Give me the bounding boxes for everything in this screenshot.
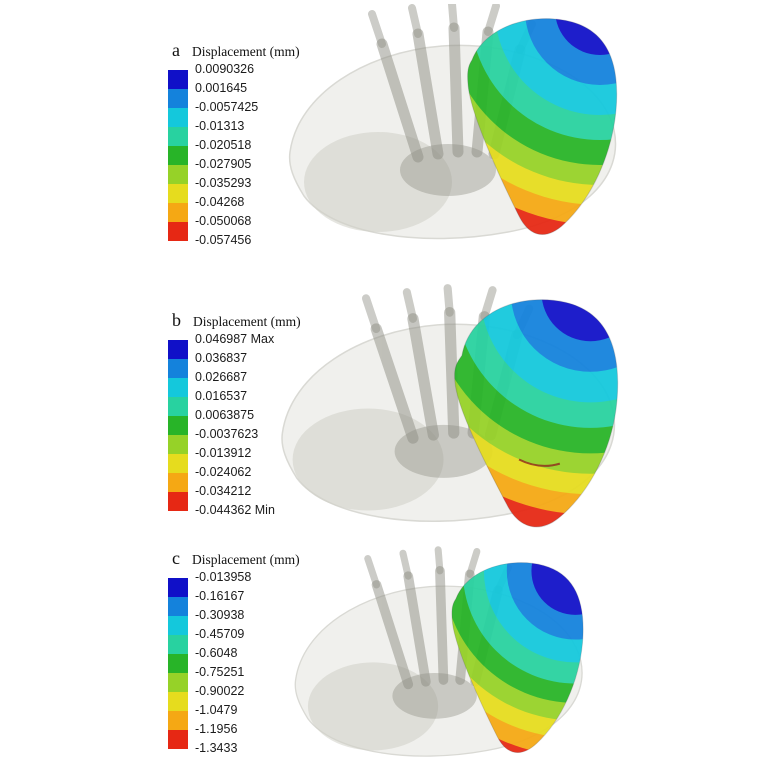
legend-color-segment xyxy=(168,492,188,511)
legend-value: -0.027905 xyxy=(195,157,252,171)
legend-value: -0.050068 xyxy=(195,214,252,228)
legend-colorbar xyxy=(168,70,188,241)
legend-value: -0.30938 xyxy=(195,608,245,622)
legend-values: 0.046987 Max 0.036837 0.026687 0.016537 … xyxy=(195,332,325,517)
legend-value: 0.036837 xyxy=(195,351,248,365)
legend-value: -0.024062 xyxy=(195,465,252,479)
legend-values: 0.0090326 0.001645 -0.0057425 -0.01313 -… xyxy=(195,62,325,247)
legend-value: -0.01313 xyxy=(195,119,245,133)
legend-color-segment xyxy=(168,435,188,454)
contour-patch xyxy=(467,18,617,235)
legend-value: -0.45709 xyxy=(195,627,245,641)
legend-color-segment xyxy=(168,222,188,241)
legend-value: -1.3433 xyxy=(195,741,238,755)
legend-color-segment xyxy=(168,146,188,165)
legend-value: -0.75251 xyxy=(195,665,245,679)
legend-color-segment xyxy=(168,597,188,616)
legend-value: 0.001645 xyxy=(195,81,248,95)
legend-color-segment xyxy=(168,203,188,222)
annotation-curve xyxy=(518,458,561,467)
model-render-b xyxy=(281,284,619,528)
panel-letter: a xyxy=(172,40,180,60)
contour-patch-outline xyxy=(467,18,618,235)
panel-c-header: c Displacement (mm) xyxy=(172,548,300,569)
tarsal-bone xyxy=(394,424,493,478)
panel-c: c Displacement (mm) -0.013958 -0.16167 -… xyxy=(0,546,768,768)
legend-value: -0.013912 xyxy=(195,446,252,460)
legend-value: -0.0057425 xyxy=(195,100,259,114)
color-legend: 0.046987 Max 0.036837 0.026687 0.016537 … xyxy=(168,332,325,517)
legend-value: -0.0037623 xyxy=(195,427,259,441)
legend-value: -0.057456 xyxy=(195,233,252,247)
legend-color-segment xyxy=(168,89,188,108)
legend-color-segment xyxy=(168,108,188,127)
legend-color-segment xyxy=(168,165,188,184)
model-render-c xyxy=(294,546,584,757)
panel-letter: c xyxy=(172,548,180,568)
legend-colorbar xyxy=(168,340,188,511)
contour-band xyxy=(555,18,617,55)
legend-value: -0.035293 xyxy=(195,176,252,190)
legend-value: -0.6048 xyxy=(195,646,238,660)
color-legend: 0.0090326 0.001645 -0.0057425 -0.01313 -… xyxy=(168,62,325,247)
legend-color-segment xyxy=(168,673,188,692)
model-render-a xyxy=(288,4,618,240)
legend-color-segment xyxy=(168,70,188,89)
legend-color-segment xyxy=(168,654,188,673)
legend-color-segment xyxy=(168,340,188,359)
legend-color-segment xyxy=(168,416,188,435)
legend-title: Displacement (mm) xyxy=(193,314,301,329)
legend-value: -0.04268 xyxy=(195,195,245,209)
legend-color-segment xyxy=(168,711,188,730)
legend-color-segment xyxy=(168,184,188,203)
legend-value: -0.16167 xyxy=(195,589,245,603)
legend-colorbar xyxy=(168,578,188,749)
panel-b-header: b Displacement (mm) xyxy=(172,310,301,331)
contour-band xyxy=(510,299,618,372)
legend-color-segment xyxy=(168,397,188,416)
panel-a-header: a Displacement (mm) xyxy=(172,40,300,61)
legend-color-segment xyxy=(168,692,188,711)
legend-title: Displacement (mm) xyxy=(192,552,300,567)
legend-title: Displacement (mm) xyxy=(192,44,300,59)
panel-a: a Displacement (mm) 0.0090326 0.001645 -… xyxy=(0,4,768,302)
legend-value: -0.020518 xyxy=(195,138,252,152)
legend-value: -0.013958 xyxy=(195,570,252,584)
legend-value: -1.1956 xyxy=(195,722,238,736)
panel-b: b Displacement (mm) 0.046987 Max 0.03683… xyxy=(0,284,768,572)
legend-value: 0.046987 Max xyxy=(195,332,275,346)
legend-value: 0.016537 xyxy=(195,389,248,403)
legend-color-segment xyxy=(168,616,188,635)
legend-color-segment xyxy=(168,454,188,473)
panel-letter: b xyxy=(172,310,181,330)
contour-patch-outline xyxy=(451,562,584,753)
legend-color-segment xyxy=(168,127,188,146)
legend-color-segment xyxy=(168,359,188,378)
contour-band xyxy=(525,18,617,85)
legend-value: -0.034212 xyxy=(195,484,252,498)
contour-patch-outline xyxy=(454,299,619,528)
legend-value: 0.0063875 xyxy=(195,408,255,422)
legend-value: -1.0479 xyxy=(195,703,238,717)
legend-value: 0.026687 xyxy=(195,370,248,384)
legend-color-segment xyxy=(168,730,188,749)
legend-values: -0.013958 -0.16167 -0.30938 -0.45709 -0.… xyxy=(195,570,325,755)
legend-color-segment xyxy=(168,578,188,597)
tarsal-bone xyxy=(392,672,477,719)
legend-value: -0.90022 xyxy=(195,684,245,698)
legend-color-segment xyxy=(168,378,188,397)
legend-value: -0.044362 Min xyxy=(195,503,275,517)
tarsal-bone xyxy=(400,144,496,196)
color-legend: -0.013958 -0.16167 -0.30938 -0.45709 -0.… xyxy=(168,570,325,755)
legend-color-segment xyxy=(168,635,188,654)
legend-color-segment xyxy=(168,473,188,492)
legend-value: 0.0090326 xyxy=(195,62,255,76)
